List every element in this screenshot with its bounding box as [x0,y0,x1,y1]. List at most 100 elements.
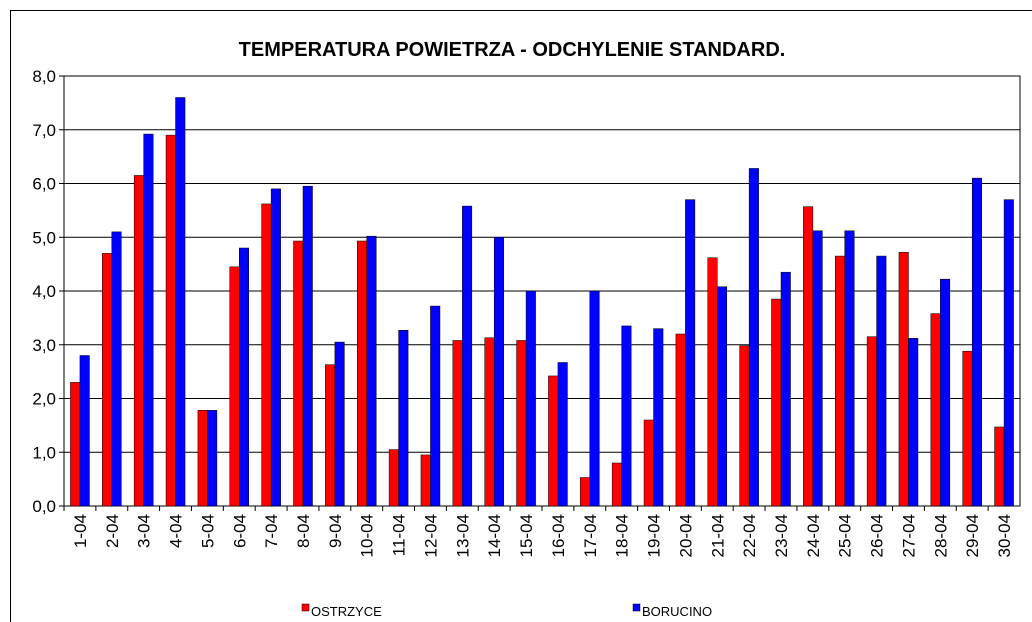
chart-title: TEMPERATURA POWIETRZA - ODCHYLENIE STAND… [239,39,786,61]
x-tick-label: 27-04 [899,514,918,557]
y-tick-label: 1,0 [32,443,56,462]
bar [239,247,250,507]
bar [325,364,336,507]
bar [420,454,431,507]
bar [484,337,495,507]
bar [334,341,345,507]
x-tick-label: 13-04 [453,514,472,557]
bar [79,355,90,507]
x-tick-label: 15-04 [517,514,536,557]
y-tick-label: 5,0 [32,228,56,247]
x-tick-label: 3-04 [135,514,154,548]
bar [388,449,399,507]
x-tick-label: 18-04 [613,514,632,557]
x-tick-label: 24-04 [804,514,823,557]
x-tick-label: 21-04 [708,514,727,557]
y-tick-label: 2,0 [32,390,56,409]
bar [366,235,377,507]
x-tick-label: 9-04 [326,514,345,548]
bar [803,206,814,507]
bar [525,290,536,507]
x-tick-label: 10-04 [358,514,377,557]
x-tick-label: 25-04 [836,514,855,557]
bar [580,477,591,507]
x-tick-label: 16-04 [549,514,568,557]
x-tick-label: 26-04 [868,514,887,557]
x-tick-label: 7-04 [262,514,281,548]
bar [962,350,973,507]
x-tick-label: 2-04 [103,514,122,548]
bar [516,340,527,507]
x-tick-label: 22-04 [740,514,759,557]
x-tick-label: 23-04 [772,514,791,557]
bar [452,340,463,507]
bar [844,230,855,507]
y-tick-label: 6,0 [32,175,56,194]
bar [771,298,782,507]
bar [685,199,696,507]
x-tick-label: 1-04 [71,514,90,548]
bar [653,328,664,507]
bar [165,134,176,507]
bar [994,426,1005,507]
bar [812,230,823,507]
bar [548,375,559,507]
bar [908,338,919,507]
bar [748,168,759,507]
bar [717,286,728,507]
x-tick-label: 5-04 [198,514,217,548]
bar [70,382,81,507]
bar [866,336,877,507]
bar [133,175,144,507]
y-tick-label: 8,0 [32,67,56,86]
bar [611,462,622,507]
x-tick-label: 6-04 [230,514,249,548]
legend-swatch [632,603,641,612]
legend-swatch [301,603,310,612]
bar [834,255,845,507]
x-tick-label: 29-04 [963,514,982,557]
bar [557,362,568,507]
bar [621,325,632,507]
bar [739,345,750,507]
bar [398,329,409,507]
bar [270,188,281,507]
x-tick-label: 8-04 [294,514,313,548]
x-tick-label: 12-04 [421,514,440,557]
bar [707,257,718,507]
bar [1003,199,1014,507]
bar [971,177,982,507]
x-tick-label: 4-04 [167,514,186,548]
bar [940,278,951,507]
y-tick-label: 3,0 [32,336,56,355]
bar [143,133,154,507]
x-tick-label: 11-04 [390,514,409,556]
bar [102,253,113,507]
x-tick-label: 14-04 [485,514,504,557]
y-tick-label: 0,0 [32,497,56,516]
bar [780,271,791,507]
y-tick-label: 4,0 [32,282,56,301]
bar [293,240,304,507]
bar [493,237,504,507]
bar [430,305,441,507]
bar [898,252,909,507]
bar [302,185,313,507]
bar [175,97,186,507]
x-tick-label: 20-04 [676,514,695,557]
bar [589,290,600,507]
x-tick-label: 30-04 [995,514,1014,557]
bar [876,255,887,507]
bar [930,313,941,507]
bar [111,231,122,507]
x-tick-label: 17-04 [581,514,600,557]
bar [229,266,240,507]
x-tick-label: 19-04 [645,514,664,557]
bar [643,419,654,507]
bar [261,203,272,507]
bar [197,410,208,507]
legend-label: BORUCINO [642,604,712,619]
y-tick-label: 7,0 [32,121,56,140]
bar [207,410,218,507]
